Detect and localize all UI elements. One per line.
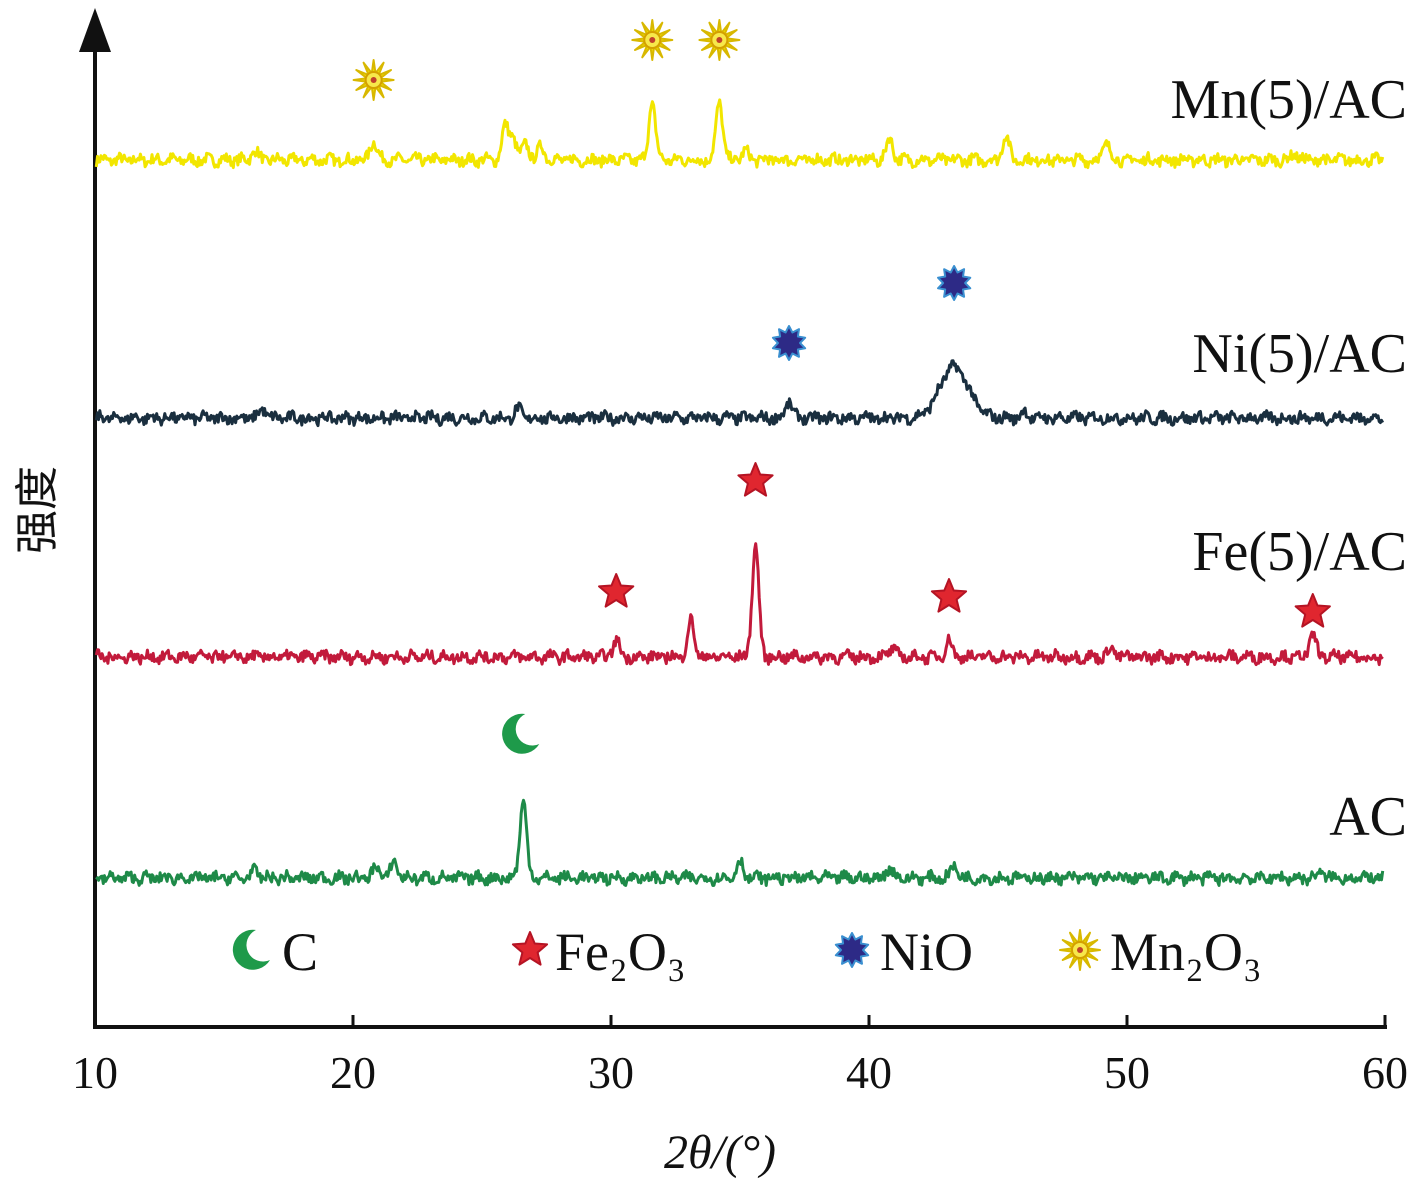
starburst-icon <box>771 325 807 361</box>
legend: C Fe₂O₃ NiO Mn₂O₃ <box>232 922 1262 982</box>
sun-icon <box>698 19 741 61</box>
starburst-icon <box>834 932 870 968</box>
star-icon <box>930 578 968 613</box>
series-label: AC <box>1329 786 1407 848</box>
series-line <box>94 98 1385 170</box>
x-tick-label: 40 <box>846 1047 892 1098</box>
phase-marker-layer <box>352 19 1331 754</box>
crescent-icon <box>232 929 270 970</box>
legend-label: Mn₂O₃ <box>1110 922 1262 982</box>
series-line <box>94 359 1385 428</box>
starburst-shape <box>834 932 870 968</box>
series-layer <box>94 98 1385 887</box>
crescent-icon <box>502 713 540 754</box>
star-shape <box>737 462 774 497</box>
sun-dot <box>1077 947 1083 953</box>
axes: 10 20 30 40 50 60 <box>72 8 1408 1098</box>
legend-label: Fe₂O₃ <box>555 922 686 982</box>
series-label: Mn(5)/AC <box>1171 69 1407 131</box>
x-tick-label: 60 <box>1362 1047 1408 1098</box>
starburst-shape <box>937 265 972 301</box>
x-tick-label: 20 <box>330 1047 376 1098</box>
y-axis-title: 强度 <box>13 466 62 554</box>
star-shape <box>930 578 968 613</box>
sun-dot <box>370 77 377 83</box>
series-line <box>95 798 1385 887</box>
legend-label: NiO <box>880 922 973 982</box>
star-icon <box>1294 593 1331 628</box>
crescent-shape <box>232 929 270 970</box>
starburst-icon <box>937 265 972 301</box>
series-line <box>94 542 1384 667</box>
x-axis-title: 2θ/(°) <box>664 1126 776 1179</box>
x-tick-label: 10 <box>72 1047 118 1098</box>
star-shape <box>598 573 635 608</box>
series-label: Fe(5)/AC <box>1192 521 1407 583</box>
sun-dot <box>716 37 723 43</box>
sun-dot <box>649 37 656 43</box>
crescent-shape <box>502 713 540 754</box>
y-axis-arrow <box>79 8 111 52</box>
x-tick-label: 50 <box>1104 1047 1150 1098</box>
legend-label: C <box>282 922 318 982</box>
sun-icon <box>1059 929 1101 971</box>
star-icon <box>511 931 549 966</box>
sun-icon <box>352 59 395 101</box>
starburst-shape <box>771 325 807 361</box>
star-icon <box>598 573 635 608</box>
x-tick-label: 30 <box>588 1047 634 1098</box>
sun-icon <box>631 19 674 61</box>
series-label-layer: Mn(5)/AC Ni(5)/AC Fe(5)/AC AC <box>1171 69 1407 848</box>
star-icon <box>737 462 774 497</box>
series-label: Ni(5)/AC <box>1192 323 1407 385</box>
star-shape <box>511 931 549 966</box>
star-shape <box>1294 593 1331 628</box>
